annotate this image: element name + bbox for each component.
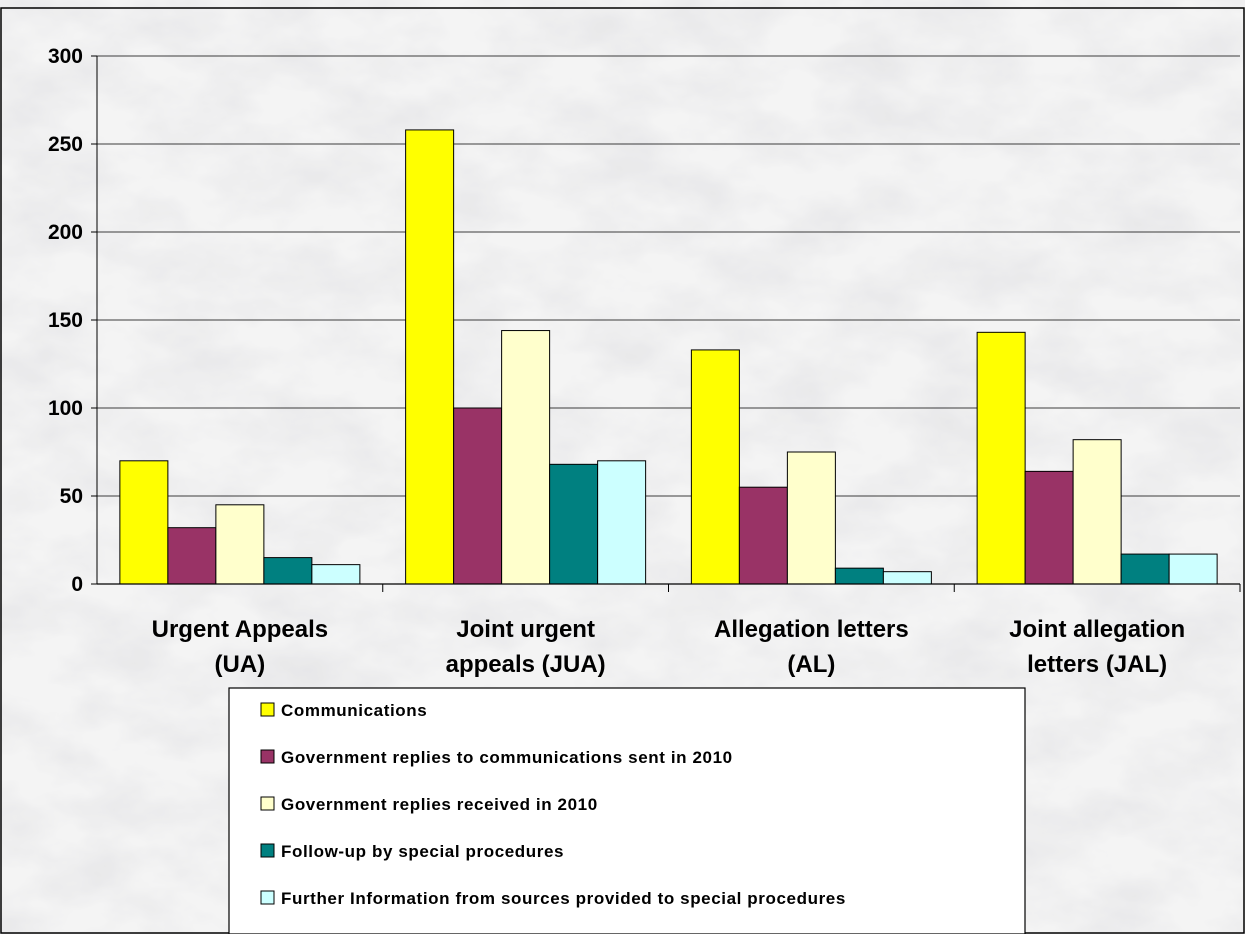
legend-item: Communications <box>260 701 427 720</box>
category-labels: Urgent Appeals (UA) Joint urgent appeals (J… <box>152 616 1186 678</box>
y-tick-label: 100 <box>48 397 83 420</box>
legend-item: Further Information from sources provide… <box>260 889 846 908</box>
bar-follow-up-by-special-procedures <box>549 463 599 585</box>
y-tick-label: 200 <box>48 221 83 244</box>
bars <box>119 129 1218 585</box>
legend-item: Follow-up by special procedures <box>260 842 564 861</box>
bar-government-replies-to-communications-sent-in-2010 <box>1024 470 1074 585</box>
gridlines <box>97 55 1240 497</box>
bar-follow-up-by-special-procedures <box>263 557 313 585</box>
legend-swatch <box>260 702 275 717</box>
legend-item: Government replies received in 2010 <box>260 795 598 814</box>
legend-label: Government replies received in 2010 <box>281 795 598 814</box>
bar-follow-up-by-special-procedures <box>834 567 884 585</box>
category-label: letters (JAL) <box>1027 651 1167 678</box>
category-label: Joint allegation <box>1009 616 1185 643</box>
legend-swatch <box>260 796 275 811</box>
bar-communications <box>405 129 455 585</box>
bar-government-replies-to-communications-sent-in-2010 <box>738 486 788 585</box>
y-tick-label: 250 <box>48 133 83 156</box>
category-label: appeals (JUA) <box>446 651 606 678</box>
bar-further-information-from-sources-provided-to-special-procedures <box>882 571 932 585</box>
bar-further-information-from-sources-provided-to-special-procedures <box>311 564 361 585</box>
bar-government-replies-to-communications-sent-in-2010 <box>453 407 503 585</box>
bar-government-replies-received-in-2010 <box>1072 439 1122 585</box>
y-tick-label: 300 <box>48 45 83 68</box>
legend-label: Communications <box>281 701 427 720</box>
category-label: Urgent Appeals <box>152 616 328 643</box>
legend-item: Government replies to communications sen… <box>260 748 733 767</box>
y-tick-label: 0 <box>71 573 83 596</box>
legend-box <box>228 687 1026 935</box>
category-label: (UA) <box>215 651 266 678</box>
legend-label: Follow-up by special procedures <box>281 842 564 861</box>
legend: Communications Government replies to comm… <box>228 687 1026 935</box>
y-tick-label: 50 <box>60 485 83 508</box>
legend-label: Further Information from sources provide… <box>281 889 846 908</box>
bar-government-replies-to-communications-sent-in-2010 <box>167 527 217 585</box>
bar-communications <box>690 349 740 585</box>
category-label: Joint urgent <box>456 616 595 643</box>
bar-communications <box>976 331 1026 585</box>
bar-government-replies-received-in-2010 <box>786 451 836 585</box>
bar-government-replies-received-in-2010 <box>501 330 551 585</box>
legend-label: Government replies to communications sen… <box>281 748 733 767</box>
legend-swatch <box>260 749 275 764</box>
legend-swatch <box>260 890 275 905</box>
bar-government-replies-received-in-2010 <box>215 504 265 585</box>
y-tick-label: 150 <box>48 309 83 332</box>
category-label: Allegation letters <box>714 616 909 643</box>
axes <box>91 55 1241 592</box>
legend-swatch <box>260 843 275 858</box>
bar-further-information-from-sources-provided-to-special-procedures <box>1168 553 1218 585</box>
bar-follow-up-by-special-procedures <box>1120 553 1170 585</box>
category-label: (AL) <box>787 651 835 678</box>
bar-communications <box>119 460 169 585</box>
bar-further-information-from-sources-provided-to-special-procedures <box>597 460 647 585</box>
y-tick-labels: 0 50 100 150 200 250 300 <box>48 45 83 596</box>
